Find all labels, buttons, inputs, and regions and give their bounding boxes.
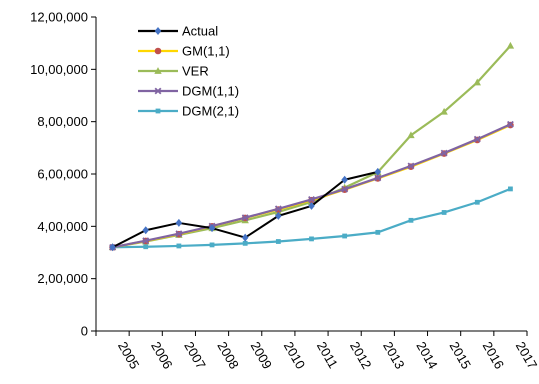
data-point-marker [441, 210, 447, 215]
y-tick-label: 4,00,000 [37, 219, 88, 234]
data-point-marker [508, 186, 513, 192]
x-tick-label: 2015 [447, 339, 474, 372]
legend-item: Actual [138, 24, 218, 39]
x-tick-label: 2012 [347, 339, 374, 372]
series-gm-1-1 [109, 121, 514, 251]
legend-label: GM(1,1) [182, 44, 230, 59]
legend-item: DGM(1,1) [138, 84, 239, 99]
y-tick-label: 8,00,000 [37, 114, 88, 129]
data-point-marker [154, 87, 162, 95]
chart-axes [91, 16, 528, 336]
series-dgm-1-1 [109, 120, 514, 251]
x-axis-tick-labels: 2005 2006 2007 2008 2009 2010 2011 2012 2013 2014… [115, 339, 539, 372]
marker-stroke [154, 87, 162, 95]
data-point-marker [143, 244, 149, 250]
marker-stroke [175, 230, 183, 238]
x-tick-label: 2010 [281, 339, 308, 372]
marker-stroke [506, 120, 514, 128]
data-point-marker [175, 218, 183, 227]
y-axis-tick-labels: 0 2,00,000 4,00,000 6,00,000 8,00,000 10,00,0… [30, 10, 88, 339]
marker-stroke [473, 135, 481, 143]
y-tick-label: 2,00,000 [37, 271, 88, 286]
marker-stroke [440, 149, 448, 157]
x-tick-label: 2011 [314, 339, 341, 371]
series-ver [108, 41, 515, 251]
data-point-marker [407, 162, 415, 170]
data-point-marker [155, 108, 161, 114]
data-point-marker [473, 135, 481, 143]
data-point-marker [308, 201, 315, 210]
marker-stroke [241, 214, 249, 222]
x-tick-label: 2007 [181, 339, 208, 372]
data-point-marker [374, 167, 382, 176]
data-point-marker [175, 230, 183, 238]
data-point-marker [242, 240, 248, 246]
x-tick-label: 2005 [115, 339, 142, 372]
marker-stroke [341, 185, 349, 193]
series-dgm-2-1 [110, 186, 513, 250]
data-point-marker [341, 175, 348, 184]
legend-label: DGM(1,1) [182, 84, 239, 99]
y-tick-label: 12,00,000 [30, 10, 88, 25]
data-point-marker [375, 229, 381, 235]
data-point-marker [408, 217, 414, 223]
data-point-marker [473, 78, 481, 86]
x-tick-label: 2006 [148, 339, 175, 372]
data-point-marker [407, 131, 415, 139]
marker-stroke [274, 205, 282, 213]
series-actual [109, 167, 382, 252]
data-point-marker [440, 107, 448, 115]
x-tick-label: 2016 [480, 339, 507, 372]
data-point-marker [208, 224, 216, 233]
data-point-marker [154, 27, 162, 35]
data-point-marker [142, 237, 150, 245]
legend-item: DGM(2,1) [138, 104, 239, 119]
data-point-marker [309, 236, 314, 242]
marker-stroke [407, 162, 415, 170]
data-point-marker [342, 233, 348, 239]
x-tick-label: 2017 [513, 339, 539, 372]
data-point-marker [374, 174, 382, 182]
legend-item: GM(1,1) [138, 44, 230, 59]
data-point-marker [176, 243, 182, 249]
y-tick-label: 6,00,000 [37, 167, 88, 182]
data-point-marker [241, 214, 249, 222]
legend: Actual GM(1,1) VER DGM(1,1) DGM(2,1) [138, 24, 239, 119]
data-point-marker [154, 67, 162, 74]
x-tick-label: 2008 [214, 339, 241, 372]
marker-stroke [308, 195, 315, 203]
data-point-marker [474, 199, 480, 205]
data-point-marker [506, 120, 514, 128]
data-point-marker [154, 47, 162, 55]
data-point-marker [506, 41, 515, 49]
data-point-marker [275, 239, 281, 244]
series-line [112, 124, 511, 249]
data-point-marker [275, 211, 282, 220]
marker-stroke [374, 174, 382, 182]
data-point-marker [209, 242, 215, 248]
y-tick-label: 0 [81, 324, 88, 339]
marker-stroke [142, 237, 150, 245]
data-point-marker [142, 226, 150, 235]
data-point-marker [440, 149, 448, 157]
series-line [112, 45, 512, 249]
data-point-marker [241, 233, 249, 242]
y-tick-label: 10,00,000 [30, 62, 88, 77]
x-tick-label: 2013 [380, 339, 407, 372]
x-tick-label: 2014 [413, 339, 440, 372]
legend-label: DGM(2,1) [182, 104, 239, 119]
legend-label: VER [182, 64, 209, 79]
data-point-marker [109, 243, 116, 252]
data-point-marker [341, 185, 349, 193]
series-line [112, 123, 511, 249]
legend-item: VER [138, 64, 209, 79]
x-tick-label: 2009 [248, 339, 275, 372]
series-layer [108, 41, 515, 252]
data-point-marker [274, 205, 282, 213]
legend-label: Actual [182, 24, 218, 39]
data-point-marker [308, 195, 315, 203]
